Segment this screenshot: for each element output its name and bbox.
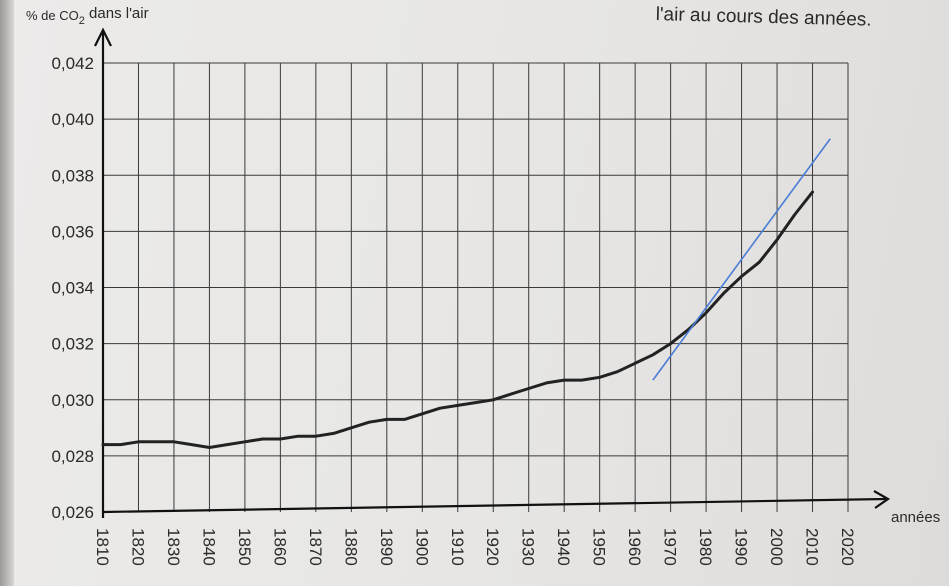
- x-tick-label: 1820: [128, 528, 147, 566]
- x-tick-label: 1950: [590, 528, 609, 566]
- x-tick-label: 2010: [803, 528, 822, 566]
- x-tick-label: 1960: [625, 528, 644, 566]
- x-tick-label: 1810: [93, 528, 112, 566]
- y-tick-label: 0,036: [51, 222, 94, 241]
- x-tick-label: 1970: [661, 528, 680, 566]
- y-tick-labels: 0,026 0,028 0,030 0,032 0,034 0,036 0,038 0,040…: [51, 54, 94, 522]
- y-tick-label: 0,030: [51, 391, 94, 410]
- axis-titles: % de CO2 dans l'air années: [26, 5, 940, 526]
- y-tick-label: 0,040: [51, 110, 94, 129]
- chart-grid: [103, 63, 848, 512]
- x-tick-label: 1910: [448, 528, 467, 566]
- y-tick-label: 0,028: [51, 447, 94, 466]
- x-tick-labels: 1810 1820 1830 1840 1850 1860 1870 1880 1890 1900…: [93, 528, 857, 566]
- y-tick-label: 0,042: [51, 54, 94, 73]
- chart-series: [103, 139, 830, 448]
- x-tick-label: 1920: [483, 528, 502, 566]
- y-tick-label: 0,032: [51, 335, 94, 354]
- y-tick-label: 0,034: [51, 279, 94, 298]
- x-axis: [103, 499, 886, 512]
- x-tick-label: 1870: [306, 528, 325, 566]
- y-axis-title: % de CO2 dans l'air: [26, 5, 149, 27]
- x-tick-label: 1890: [377, 528, 396, 566]
- x-tick-label: 1940: [554, 528, 573, 566]
- x-tick-label: 2000: [767, 528, 786, 566]
- x-tick-label: 1930: [519, 528, 538, 566]
- x-tick-label: 1990: [732, 528, 751, 566]
- x-tick-label: 1830: [164, 528, 183, 566]
- y-tick-label: 0,038: [51, 166, 94, 185]
- x-tick-label: 1850: [235, 528, 254, 566]
- x-tick-label: 1860: [270, 528, 289, 566]
- x-tick-label: 2020: [838, 528, 857, 566]
- x-tick-label: 1840: [199, 528, 218, 566]
- chart-axes: [95, 30, 888, 518]
- x-axis-title: années: [891, 509, 940, 526]
- x-tick-label: 1900: [412, 528, 431, 566]
- x-tick-label: 1880: [341, 528, 360, 566]
- x-tick-label: 1980: [696, 528, 715, 566]
- y-tick-label: 0,026: [51, 503, 94, 522]
